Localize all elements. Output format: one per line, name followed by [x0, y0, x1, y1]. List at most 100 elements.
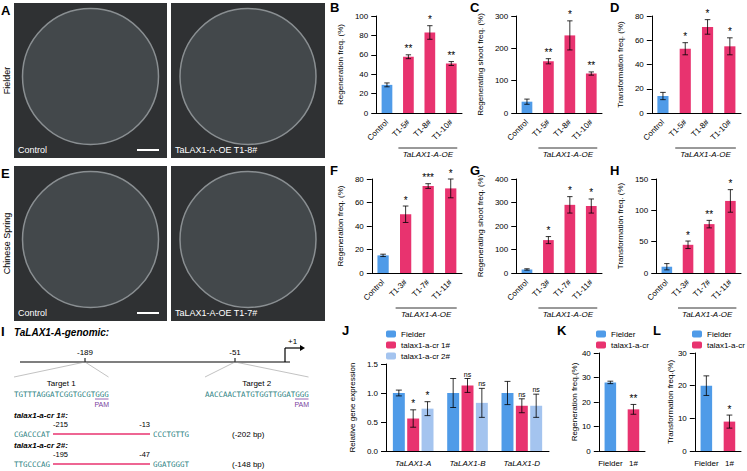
svg-text:Control: Control [362, 278, 387, 303]
svg-text:40: 40 [635, 60, 644, 69]
svg-text:L: L [653, 323, 661, 338]
svg-text:60: 60 [635, 36, 644, 45]
svg-text:-195: -195 [53, 450, 68, 459]
svg-text:-47: -47 [139, 450, 150, 459]
svg-text:20: 20 [635, 84, 644, 93]
svg-text:CCCTGTTG: CCCTGTTG [153, 430, 190, 439]
svg-text:Chinese Spring: Chinese Spring [2, 213, 12, 275]
svg-text:talax1-a-cr: talax1-a-cr [611, 341, 649, 350]
svg-text:*: * [411, 398, 415, 409]
svg-text:TaLAX1-A: TaLAX1-A [395, 459, 431, 468]
svg-text:Fielder: Fielder [401, 330, 426, 339]
svg-text:0: 0 [504, 269, 509, 278]
svg-text:Control: Control [18, 308, 47, 318]
svg-text:T1-10#: T1-10# [709, 117, 734, 142]
svg-text:TaLAX1-A-OE: TaLAX1-A-OE [543, 310, 594, 319]
svg-text:*: * [706, 8, 710, 19]
svg-text:TaLAX1-A-OE T1-7#: TaLAX1-A-OE T1-7# [175, 308, 257, 318]
svg-text:30: 30 [582, 373, 591, 382]
svg-text:A: A [1, 3, 11, 18]
svg-text:*: * [426, 390, 430, 401]
svg-text:*: * [728, 178, 732, 189]
svg-text:talax1-a-cr 1#: talax1-a-cr 1# [401, 341, 450, 350]
svg-text:40: 40 [359, 70, 368, 79]
svg-text:Control: Control [366, 118, 391, 143]
svg-text:**: ** [630, 393, 638, 404]
svg-text:T1-10#: T1-10# [570, 117, 595, 142]
svg-text:ns: ns [518, 391, 526, 398]
svg-text:Regenerating shoot freq. (%): Regenerating shoot freq. (%) [476, 13, 485, 116]
svg-text:-13: -13 [139, 420, 150, 429]
svg-text:TGTTTAGGATCGGTGCGTGGG: TGTTTAGGATCGGTGCGTGGG [14, 390, 109, 399]
svg-text:Control: Control [645, 278, 670, 303]
svg-text:*: * [686, 230, 690, 241]
svg-text:TaLAX1-D: TaLAX1-D [504, 459, 541, 468]
svg-text:PAM: PAM [294, 401, 309, 408]
svg-text:0: 0 [364, 109, 369, 118]
svg-text:T1-5#: T1-5# [530, 117, 552, 139]
svg-text:Relative gene expression: Relative gene expression [348, 363, 357, 453]
svg-text:GGATGGGT: GGATGGGT [153, 460, 190, 469]
svg-text:Regeneration freq.(%): Regeneration freq.(%) [570, 362, 579, 441]
svg-text:100: 100 [355, 12, 369, 21]
svg-text:1#: 1# [725, 459, 734, 468]
svg-text:T1-7#: T1-7# [410, 277, 432, 299]
svg-text:Regeneration freq. (%): Regeneration freq. (%) [336, 185, 345, 266]
svg-text:TaLAX1-A-OE T1-8#: TaLAX1-A-OE T1-8# [175, 145, 257, 155]
svg-text:(-148 bp): (-148 bp) [232, 460, 265, 469]
svg-text:Regenerating shoot freq. (%): Regenerating shoot freq. (%) [476, 174, 485, 277]
svg-text:Control: Control [506, 118, 531, 143]
svg-text:T1-3#: T1-3# [388, 277, 410, 299]
svg-text:300: 300 [495, 12, 509, 21]
svg-text:0: 0 [682, 447, 687, 456]
svg-text:80: 80 [359, 31, 368, 40]
svg-text:*: * [568, 185, 572, 196]
svg-text:*: * [428, 14, 432, 25]
svg-text:T1-3#: T1-3# [670, 277, 692, 299]
svg-text:J: J [342, 323, 349, 338]
svg-text:50: 50 [639, 237, 648, 246]
svg-text:1.0: 1.0 [367, 389, 379, 398]
svg-text:H: H [610, 163, 619, 178]
svg-text:Fielder: Fielder [707, 330, 732, 339]
svg-text:D: D [610, 0, 619, 15]
svg-text:*: * [589, 187, 593, 198]
svg-text:200: 200 [495, 222, 509, 231]
svg-text:40: 40 [355, 222, 364, 231]
svg-text:AACCAACTATGTGGTTGGATGGG: AACCAACTATGTGGTTGGATGGG [205, 390, 309, 399]
svg-text:0: 0 [644, 269, 649, 278]
svg-text:0: 0 [586, 447, 591, 456]
svg-text:(-202 bp): (-202 bp) [232, 430, 265, 439]
svg-text:F: F [330, 163, 338, 178]
svg-text:TaLAX1-A-OE: TaLAX1-A-OE [680, 150, 731, 159]
svg-text:***: *** [422, 172, 434, 183]
svg-text:C: C [470, 0, 480, 15]
svg-text:ns: ns [464, 371, 472, 378]
svg-text:*: * [449, 168, 453, 179]
svg-text:150: 150 [635, 175, 649, 184]
svg-text:Transformation freq.(%): Transformation freq.(%) [666, 360, 675, 445]
svg-text:0.5: 0.5 [367, 418, 379, 427]
svg-text:1.5: 1.5 [367, 360, 379, 369]
svg-text:T1-11#: T1-11# [571, 277, 595, 301]
svg-text:T1-11#: T1-11# [430, 277, 454, 301]
svg-text:T1-5#: T1-5# [667, 117, 689, 139]
svg-text:-189: -189 [77, 348, 94, 357]
svg-text:TTGCCCAG: TTGCCCAG [14, 460, 51, 469]
svg-text:Fielder: Fielder [611, 330, 636, 339]
svg-text:TaLAX1-A-OE: TaLAX1-A-OE [401, 310, 452, 319]
svg-text:Target 2: Target 2 [242, 379, 271, 388]
svg-text:Transformation freq. (%): Transformation freq. (%) [616, 182, 625, 269]
svg-text:100: 100 [495, 76, 509, 85]
svg-text:*: * [683, 31, 687, 42]
svg-text:Control: Control [506, 278, 531, 303]
svg-text:E: E [1, 166, 10, 181]
svg-text:TaLAX1-A-genomic:: TaLAX1-A-genomic: [14, 327, 109, 338]
svg-text:B: B [330, 0, 339, 15]
svg-text:talax1-a-cr 2#:: talax1-a-cr 2#: [14, 441, 68, 450]
svg-text:100: 100 [495, 245, 509, 254]
svg-text:PAM: PAM [94, 401, 109, 408]
svg-text:T1-11#: T1-11# [710, 277, 734, 301]
svg-text:Regeneration freq. (%): Regeneration freq. (%) [336, 24, 345, 105]
svg-text:0.0: 0.0 [367, 447, 379, 456]
